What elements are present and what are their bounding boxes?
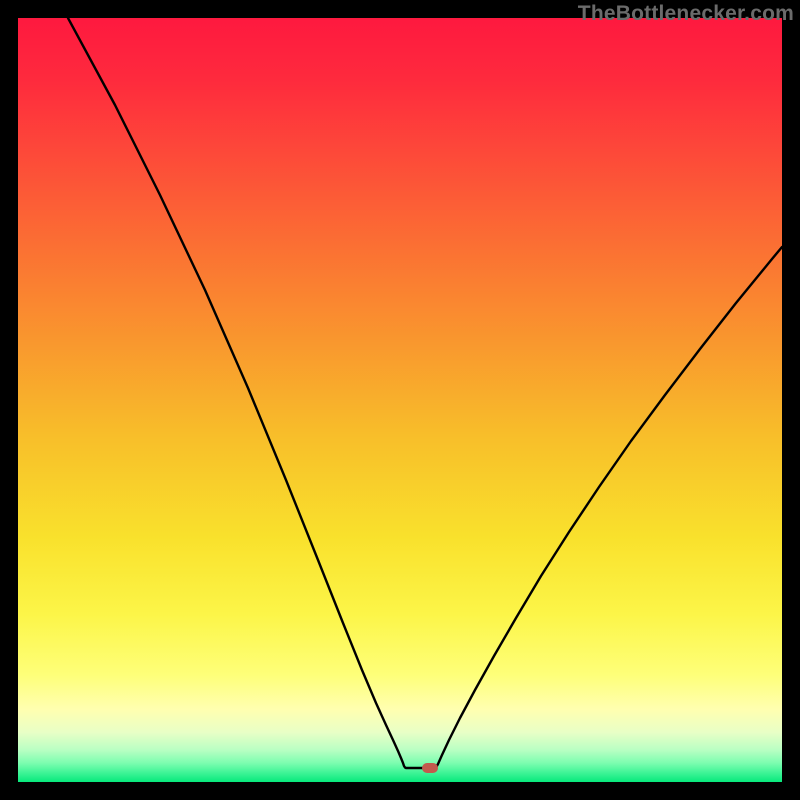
- watermark-text: TheBottlenecker.com: [578, 2, 794, 26]
- chart-stage: TheBottlenecker.com: [0, 0, 800, 800]
- chart-svg: [0, 0, 800, 800]
- minimum-marker: [422, 763, 438, 773]
- plot-background: [18, 18, 782, 782]
